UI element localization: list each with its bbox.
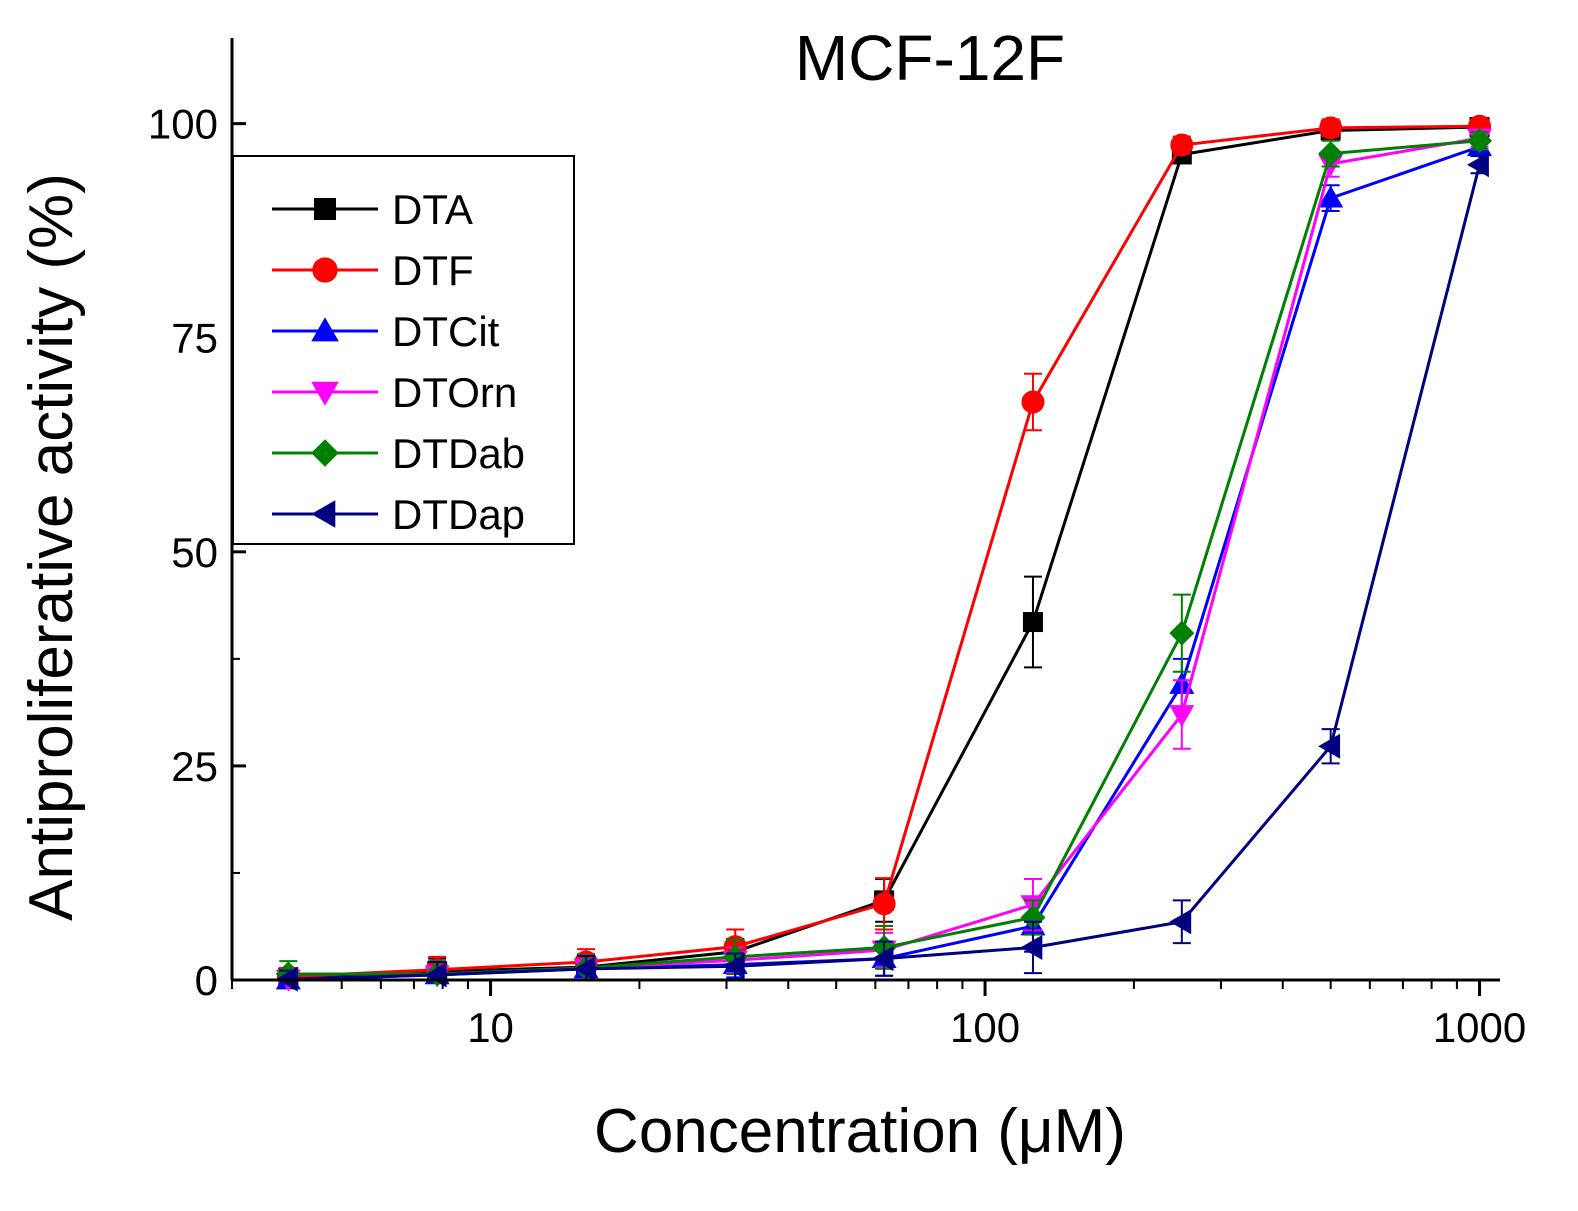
legend-item-dtdab: DTDab — [272, 430, 525, 477]
y-tick-label: 100 — [148, 101, 218, 148]
legend-marker — [314, 198, 336, 220]
legend-label: DTF — [392, 247, 474, 294]
legend-marker — [311, 439, 339, 467]
data-point — [1170, 133, 1194, 157]
legend-label: DTDab — [392, 430, 525, 477]
data-point — [1319, 116, 1343, 140]
data-point — [1022, 612, 1043, 633]
data-point — [722, 953, 745, 979]
data-point — [1169, 620, 1195, 646]
data-point — [872, 892, 896, 916]
data-point — [1169, 909, 1192, 935]
x-tick-label: 100 — [950, 1004, 1020, 1051]
legend-box — [232, 155, 575, 545]
data-point — [573, 956, 596, 982]
data-point — [1318, 185, 1344, 208]
legend-marker — [311, 381, 339, 406]
legend-item-dtcit: DTCit — [272, 308, 500, 355]
data-point — [1020, 934, 1043, 960]
legend-item-dta: DTA — [272, 186, 473, 233]
legend-label: DTCit — [392, 308, 500, 355]
chart-title: MCF-12F — [795, 22, 1065, 94]
legend: DTA DTF DTCit DTOrn DTDab DTDap — [232, 155, 575, 545]
data-point — [1467, 152, 1489, 178]
x-tick-label: 10 — [467, 1004, 514, 1051]
legend-item-dtf: DTF — [272, 247, 474, 294]
legend-marker — [312, 257, 338, 283]
y-tick-label: 50 — [171, 529, 218, 576]
x-axis-label: Concentration (μM) — [594, 1097, 1126, 1166]
y-tick-label: 0 — [195, 957, 218, 1004]
legend-marker — [311, 317, 339, 342]
legend-label: DTDap — [392, 491, 525, 538]
legend-marker — [311, 500, 336, 528]
data-point — [1318, 733, 1341, 759]
plot-area — [275, 114, 1493, 992]
data-point — [1467, 128, 1493, 154]
y-tick-label: 75 — [171, 315, 218, 362]
data-point — [1169, 705, 1195, 728]
legend-item-dtdap: DTDap — [272, 491, 525, 538]
legend-label: DTA — [392, 186, 473, 233]
y-tick-label: 25 — [171, 743, 218, 790]
y-axis-label: Antiproliferative activity (%) — [17, 173, 86, 921]
legend-item-dtorn: DTOrn — [272, 369, 517, 416]
legend-label: DTOrn — [392, 369, 517, 416]
data-point — [871, 946, 894, 972]
data-point — [1020, 904, 1046, 930]
series-dtdap — [275, 152, 1489, 992]
x-tick-label: 1000 — [1433, 1004, 1526, 1051]
data-point — [1318, 141, 1344, 167]
data-point — [1021, 390, 1045, 414]
